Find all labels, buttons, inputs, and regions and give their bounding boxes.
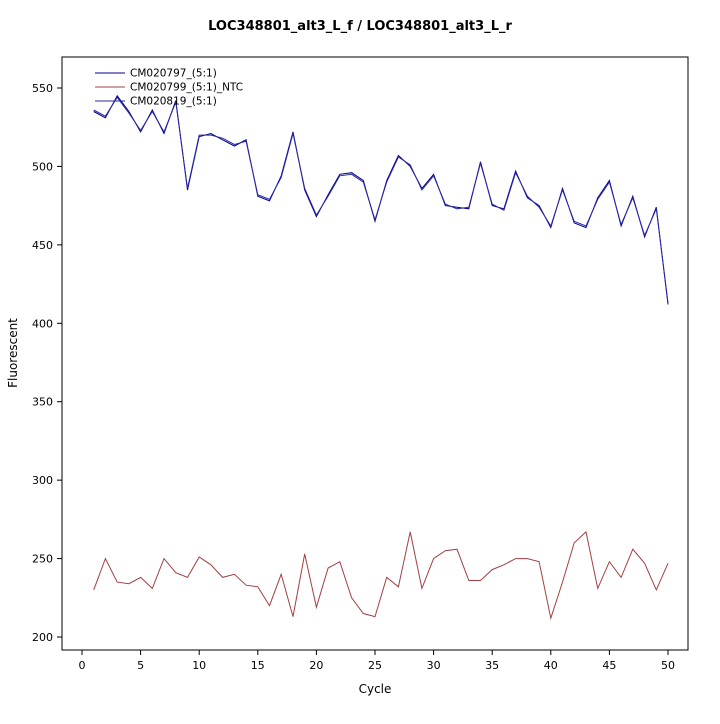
- x-tick-label: 25: [368, 659, 382, 672]
- data-series: [93, 94, 669, 621]
- series-line-CM020799_(5:1)_NTC: [93, 530, 669, 621]
- x-tick-label: 5: [137, 659, 144, 672]
- x-tick-label: 15: [251, 659, 265, 672]
- legend-label: CM020797_(5:1): [130, 68, 217, 80]
- y-tick-label: 550: [32, 82, 53, 95]
- x-tick-label: 40: [544, 659, 558, 672]
- x-tick-label: 0: [79, 659, 86, 672]
- x-tick-label: 10: [192, 659, 206, 672]
- legend-label: CM020819_(5:1): [130, 96, 217, 108]
- y-tick-label: 250: [32, 553, 53, 566]
- y-tick-label: 400: [32, 317, 53, 330]
- y-tick-label: 450: [32, 239, 53, 252]
- y-tick-label: 300: [32, 474, 53, 487]
- plot-border: [61, 56, 689, 651]
- x-tick-label: 45: [602, 659, 616, 672]
- x-tick-label: 35: [485, 659, 499, 672]
- y-tick-label: 200: [32, 631, 53, 644]
- chart-legend: CM020797_(5:1) CM020799_(5:1)_NTC CM020819…: [95, 68, 243, 108]
- x-tick-label: 20: [309, 659, 323, 672]
- axis-ticks: 0 5 10 15 20 25 30 35 40 45 50 200 250 300 350 400 450 50…: [32, 82, 675, 672]
- y-tick-label: 500: [32, 160, 53, 173]
- series-line-CM020819_(5:1): [93, 96, 669, 303]
- chart-title: LOC348801_alt3_L_f / LOC348801_alt3_L_r: [208, 19, 512, 34]
- x-tick-label: 50: [661, 659, 675, 672]
- legend-label: CM020799_(5:1)_NTC: [130, 82, 243, 94]
- x-tick-label: 30: [427, 659, 441, 672]
- y-tick-label: 350: [32, 396, 53, 409]
- y-axis-label: Fluorescent: [6, 318, 20, 388]
- x-axis-label: Cycle: [359, 682, 392, 696]
